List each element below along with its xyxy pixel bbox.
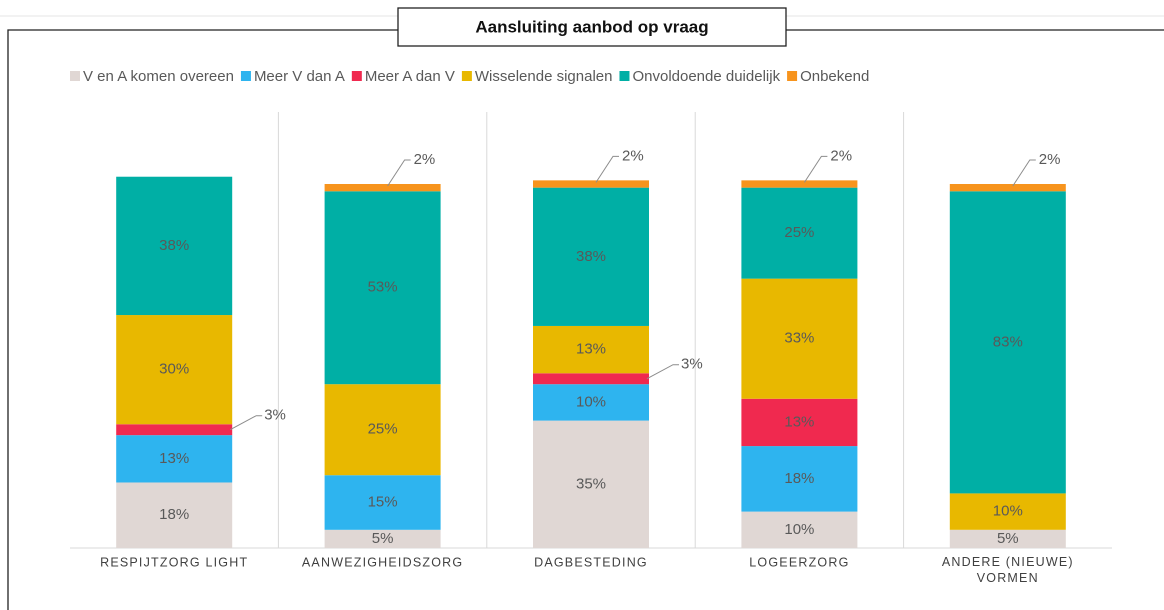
- bar-segment: [116, 482, 233, 548]
- value-label: 13%: [159, 450, 189, 467]
- bar-segment: [324, 184, 441, 192]
- value-label: 5%: [997, 530, 1019, 547]
- x-tick-label: ANDERE (NIEUWE) VORMEN: [942, 555, 1074, 585]
- bar-segment: [949, 191, 1066, 494]
- bar-segment: [116, 424, 233, 436]
- value-label: 15%: [368, 493, 398, 510]
- legend-swatch: [351, 71, 362, 81]
- bar-segment: [741, 398, 858, 447]
- bar-segment: [949, 493, 1066, 530]
- bar-segment: [741, 446, 858, 512]
- bar-segment: [116, 176, 233, 316]
- bar-segment: [324, 191, 441, 385]
- bar-segment: [324, 529, 441, 548]
- leader-line: [1012, 159, 1036, 187]
- value-label: 2%: [622, 147, 644, 164]
- legend-swatch: [240, 71, 251, 81]
- legend-swatch: [70, 71, 80, 81]
- chart-title: Aansluiting aanbod op vraag: [475, 17, 708, 36]
- value-label: 13%: [784, 413, 814, 430]
- legend-swatch: [461, 71, 472, 81]
- value-label: 83%: [993, 333, 1023, 350]
- bar-segment: [741, 278, 858, 399]
- bar-segment: [116, 315, 233, 425]
- legend-label: V en A komen overeen: [83, 68, 234, 85]
- title-box: [397, 7, 787, 47]
- bar-segment: [533, 187, 649, 326]
- bar-segment: [741, 511, 858, 548]
- x-tick-label: DAGBESTEDING: [534, 555, 648, 569]
- value-label: 3%: [264, 407, 286, 424]
- value-label: 10%: [784, 521, 814, 538]
- value-label: 18%: [784, 470, 814, 487]
- leader-line: [803, 155, 828, 183]
- value-label: 5%: [372, 530, 394, 547]
- x-tick-label: AANWEZIGHEIDSZORG: [302, 555, 463, 569]
- value-label: 3%: [681, 356, 703, 373]
- value-label: 10%: [993, 503, 1023, 520]
- legend-label: Meer V dan A: [254, 68, 345, 85]
- leader-line: [595, 155, 619, 183]
- value-label: 2%: [414, 151, 436, 168]
- bar-segment: [324, 384, 441, 476]
- bar-segment: [741, 180, 858, 188]
- value-label: 2%: [830, 147, 852, 164]
- value-label: 33%: [784, 330, 814, 347]
- legend-label: Onvoldoende duidelijk: [632, 68, 780, 85]
- value-label: 25%: [784, 224, 814, 241]
- value-label: 13%: [576, 341, 606, 358]
- legend: V en A komen overeen Meer V dan A Meer A d…: [70, 68, 869, 85]
- legend-label: Wisselende signalen: [475, 68, 613, 85]
- bar-segment: [116, 435, 233, 483]
- bar-segment: [533, 373, 649, 385]
- bar-segment: [533, 325, 649, 374]
- value-label: 10%: [576, 393, 606, 410]
- legend-swatch: [619, 71, 630, 81]
- x-tick-label: RESPIJTZORG LIGHT: [100, 555, 248, 569]
- value-label: 18%: [159, 506, 189, 523]
- leader-line: [646, 364, 679, 380]
- bar-segment: [533, 180, 649, 188]
- bar-segment: [533, 384, 649, 421]
- legend-swatch: [787, 71, 798, 81]
- bar-segment: [949, 184, 1066, 192]
- legend-label: Meer A dan V: [365, 68, 455, 85]
- bar-segment: [324, 475, 441, 530]
- bar-segment: [949, 529, 1066, 548]
- leader-line: [387, 159, 411, 187]
- value-label: 2%: [1039, 151, 1061, 168]
- bar-segment: [533, 420, 649, 548]
- value-label: 25%: [368, 421, 398, 438]
- leader-line: [229, 415, 263, 431]
- legend-label: Onbekend: [800, 68, 869, 85]
- bar-segment: [741, 187, 858, 279]
- frame: [7, 29, 398, 610]
- value-label: 35%: [576, 475, 606, 492]
- value-label: 38%: [576, 248, 606, 265]
- value-label: 30%: [159, 361, 189, 378]
- value-label: 38%: [159, 237, 189, 254]
- x-tick-label: LOGEERZORG: [749, 555, 849, 569]
- value-label: 53%: [368, 279, 398, 296]
